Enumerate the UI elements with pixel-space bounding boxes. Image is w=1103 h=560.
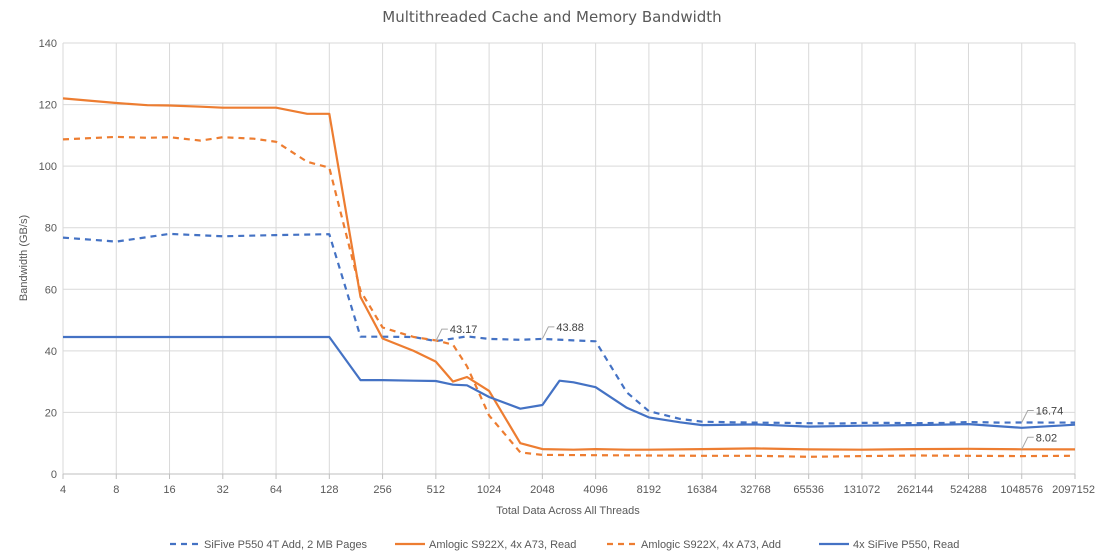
data-label-leader	[541, 326, 555, 340]
x-tick-label: 32	[217, 484, 229, 496]
y-axis-ticks: 0 20 40 60 80 100 120 140	[39, 38, 57, 481]
data-label-leader	[1021, 409, 1034, 423]
x-tick-label: 8192	[637, 484, 661, 496]
x-tick-label: 2097152	[1052, 484, 1095, 496]
chart-title: Multithreaded Cache and Memory Bandwidth	[382, 8, 721, 26]
y-axis-label: Bandwidth (GB/s)	[18, 215, 30, 301]
legend-label: Amlogic S922X, 4x A73, Read	[429, 539, 576, 551]
y-tick-label: 100	[39, 161, 57, 173]
data-label-leader	[435, 328, 448, 342]
data-labels: 43.17 43.88 16.74 8.02	[435, 322, 1064, 450]
legend-label: 4x SiFive P550, Read	[853, 539, 959, 551]
y-tick-label: 0	[51, 469, 57, 481]
x-tick-label: 128	[320, 484, 338, 496]
x-tick-label: 4	[60, 484, 66, 496]
legend-label: Amlogic S922X, 4x A73, Add	[641, 539, 781, 551]
y-tick-label: 60	[45, 284, 57, 296]
x-tick-label: 4096	[583, 484, 607, 496]
legend-label: SiFive P550 4T Add, 2 MB Pages	[204, 539, 368, 551]
data-label: 16.74	[1036, 405, 1064, 417]
x-tick-label: 524288	[950, 484, 987, 496]
data-label: 43.88	[556, 322, 584, 334]
x-tick-label: 8	[113, 484, 119, 496]
x-tick-label: 256	[373, 484, 391, 496]
x-axis-ticks: 4 8 16 32 64 128 256 512 1024 2048 4096 8192 16384 32…	[60, 474, 1095, 496]
data-label: 43.17	[450, 324, 478, 336]
x-tick-label: 262144	[897, 484, 934, 496]
x-tick-label: 1024	[477, 484, 501, 496]
series-line-2	[62, 135, 1076, 458]
y-tick-label: 20	[45, 407, 57, 419]
x-tick-label: 1048576	[1000, 484, 1043, 496]
y-tick-label: 40	[45, 346, 57, 358]
y-tick-label: 120	[39, 100, 57, 112]
x-tick-label: 32768	[740, 484, 771, 496]
data-label: 8.02	[1036, 432, 1057, 444]
y-tick-label: 80	[45, 223, 57, 235]
x-tick-label: 512	[427, 484, 445, 496]
x-tick-label: 16384	[687, 484, 718, 496]
x-tick-label: 64	[270, 484, 282, 496]
y-tick-label: 140	[39, 38, 57, 50]
legend: SiFive P550 4T Add, 2 MB Pages Amlogic S9…	[170, 539, 959, 551]
series-line-1	[62, 97, 1076, 451]
series-line-3	[63, 335, 1076, 429]
grid	[62, 42, 1076, 474]
x-tick-label: 16	[163, 484, 175, 496]
data-label-leader	[1021, 436, 1034, 450]
x-tick-label: 2048	[530, 484, 554, 496]
x-axis-label: Total Data Across All Threads	[496, 505, 640, 517]
x-tick-label: 131072	[844, 484, 881, 496]
series-group	[62, 97, 1076, 458]
series-line-0	[62, 232, 1076, 425]
x-tick-label: 65536	[793, 484, 824, 496]
